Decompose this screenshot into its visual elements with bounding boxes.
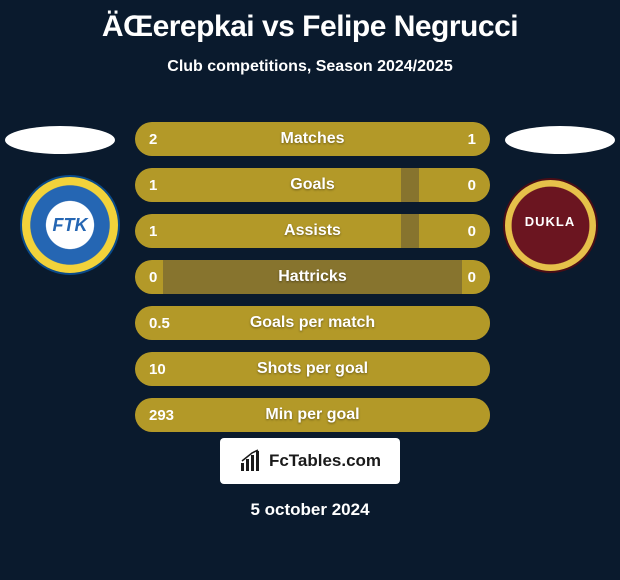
- stats-container: 21Matches 10Goals 10Assists 00Hattricks 0.5G…: [135, 122, 490, 444]
- footer-brand-text: FcTables.com: [269, 451, 381, 471]
- club-badge-right: [500, 175, 600, 275]
- teplice-logo: [20, 175, 120, 275]
- dukla-logo: [503, 178, 598, 273]
- stat-label: Min per goal: [135, 398, 490, 432]
- stat-row: 0.5Goals per match: [135, 306, 490, 340]
- player-ellipse-right: [505, 126, 615, 154]
- stat-row: 21Matches: [135, 122, 490, 156]
- stats-icon: [239, 449, 263, 473]
- stat-row: 10Assists: [135, 214, 490, 248]
- stat-label: Goals per match: [135, 306, 490, 340]
- stat-label: Matches: [135, 122, 490, 156]
- page-subtitle: Club competitions, Season 2024/2025: [0, 58, 620, 76]
- footer-date: 5 october 2024: [0, 500, 620, 520]
- club-badge-left: [20, 175, 120, 275]
- stat-label: Assists: [135, 214, 490, 248]
- stat-label: Goals: [135, 168, 490, 202]
- player-ellipse-left: [5, 126, 115, 154]
- stat-label: Hattricks: [135, 260, 490, 294]
- page-title: ÄŒerepkai vs Felipe Negrucci: [0, 0, 620, 44]
- stat-row: 293Min per goal: [135, 398, 490, 432]
- stat-row: 10Goals: [135, 168, 490, 202]
- stat-row: 10Shots per goal: [135, 352, 490, 386]
- footer-brand[interactable]: FcTables.com: [220, 438, 400, 484]
- stat-row: 00Hattricks: [135, 260, 490, 294]
- stat-label: Shots per goal: [135, 352, 490, 386]
